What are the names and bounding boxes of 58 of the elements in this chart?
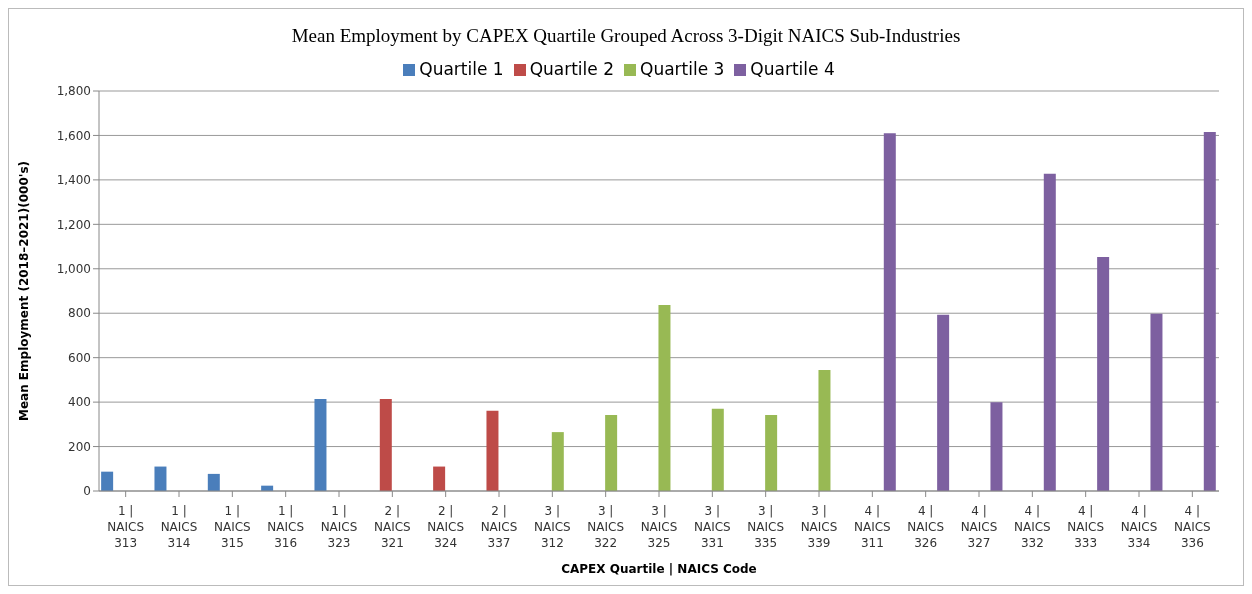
chart-title: Mean Employment by CAPEX Quartile Grouped Across 3-Digit NAICS Sub-Industries [290, 25, 962, 48]
x-tick-label: 3 | NAICS 312 [533, 504, 571, 550]
x-tick-label: 3 | NAICS 339 [800, 504, 838, 550]
x-tick-label: 1 | NAICS 323 [320, 504, 358, 550]
x-tick-label: 2 | NAICS 324 [427, 504, 465, 550]
bar [551, 432, 564, 491]
x-tick-label: 2 | NAICS 321 [373, 504, 411, 550]
bar [1043, 173, 1056, 491]
legend-label: Quartile 4 [750, 59, 835, 79]
legend-label: Quartile 2 [529, 59, 614, 79]
x-tick-label: 4 | NAICS 311 [853, 504, 891, 550]
bar [765, 415, 778, 491]
y-tick-label: 600 [68, 350, 91, 365]
bar [314, 399, 327, 491]
y-tick-label: 200 [68, 439, 91, 454]
y-tick-label: 0 [83, 484, 91, 499]
x-tick-label: 4 | NAICS 336 [1173, 504, 1211, 550]
y-tick-label: 400 [68, 395, 91, 410]
bar [1150, 313, 1163, 491]
bar [379, 399, 392, 491]
x-axis-title: CAPEX Quartile | NAICS Code [561, 562, 757, 576]
y-tick-label: 1,600 [56, 128, 91, 143]
x-tick-label: 1 | NAICS 315 [213, 504, 251, 550]
bar [207, 473, 220, 491]
x-tick-label: 2 | NAICS 337 [480, 504, 518, 550]
bar [883, 133, 896, 491]
bar [937, 314, 950, 491]
x-tick-label: 3 | NAICS 325 [640, 504, 678, 550]
x-tick-label: 3 | NAICS 331 [693, 504, 731, 550]
y-tick-label: 1,200 [56, 217, 91, 232]
x-tick-label: 4 | NAICS 326 [907, 504, 945, 550]
bar [605, 415, 618, 491]
bar [433, 466, 446, 491]
bar [1203, 132, 1216, 491]
x-tick-label: 4 | NAICS 334 [1120, 504, 1158, 550]
bar [101, 471, 114, 491]
bar [818, 370, 831, 491]
y-axis-title: Mean Employment (2018–2021)(000's) [17, 160, 32, 422]
bar [1097, 257, 1110, 491]
x-tick-label: 4 | NAICS 332 [1013, 504, 1051, 550]
x-tick-label: 1 | NAICS 316 [267, 504, 305, 550]
x-tick-label: 3 | NAICS 322 [587, 504, 625, 550]
y-tick-label: 1,800 [56, 84, 91, 99]
bar [154, 466, 167, 491]
bar [711, 408, 724, 491]
x-tick-label: 4 | NAICS 333 [1067, 504, 1105, 550]
x-tick-label: 4 | NAICS 327 [960, 504, 998, 550]
y-tick-label: 800 [68, 306, 91, 321]
legend-label: Quartile 1 [419, 59, 504, 79]
bar [658, 305, 671, 491]
legend-label: Quartile 3 [640, 59, 725, 79]
x-tick-label: 1 | NAICS 314 [160, 504, 198, 550]
bar [990, 402, 1003, 491]
y-tick-label: 1,000 [56, 262, 91, 277]
x-tick-label: 1 | NAICS 313 [107, 504, 145, 550]
x-tick-label: 3 | NAICS 335 [747, 504, 785, 550]
bar [486, 410, 499, 491]
y-tick-label: 1,400 [56, 173, 91, 188]
